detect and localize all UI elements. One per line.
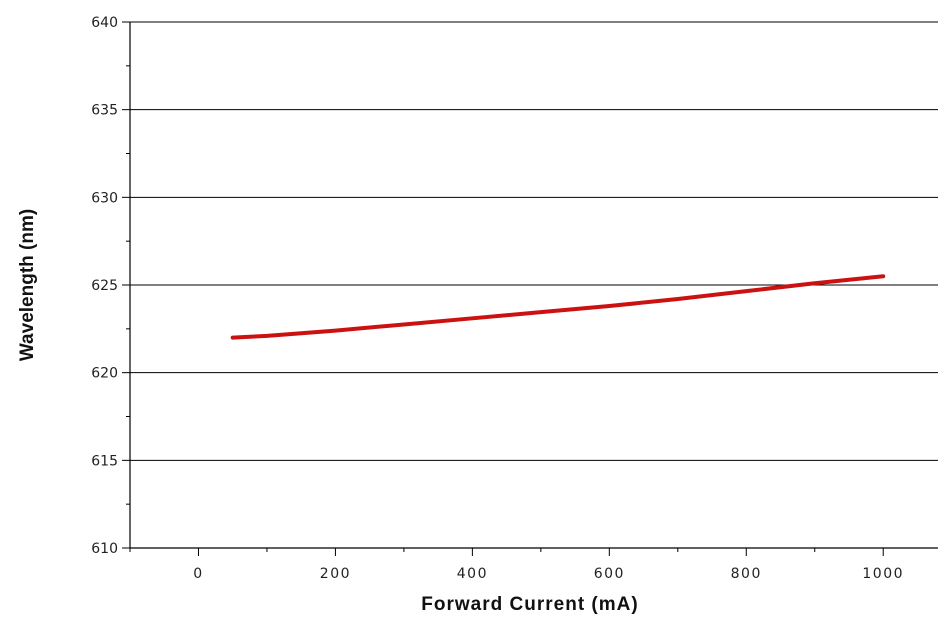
x-tick-label: 1000 <box>862 566 904 582</box>
x-tick-label: 800 <box>731 566 762 582</box>
y-tick-labels: 610 615 620 625 630 635 640 <box>91 15 118 557</box>
minor-ticks <box>126 65 884 556</box>
y-tick-label: 620 <box>91 366 118 382</box>
x-axis-title: Forward Current (mA) <box>421 594 638 615</box>
x-tick-label: 200 <box>320 566 351 582</box>
y-tick-label: 610 <box>91 541 118 557</box>
y-tick-label: 625 <box>91 278 118 294</box>
x-tick-label: 600 <box>594 566 625 582</box>
x-tick-label: 400 <box>457 566 488 582</box>
y-tick-label: 615 <box>91 453 118 469</box>
series-group <box>230 274 886 340</box>
x-tick-labels: 0 200 400 600 800 1000 <box>193 566 904 582</box>
x-tick-label: 0 <box>193 566 203 582</box>
gridlines <box>122 21 938 549</box>
y-axis-title: Wavelength (nm) <box>17 209 38 361</box>
y-tick-label: 635 <box>91 103 118 119</box>
y-tick-label: 630 <box>91 190 118 206</box>
y-tick-label: 640 <box>91 15 118 31</box>
series-line <box>230 274 886 340</box>
